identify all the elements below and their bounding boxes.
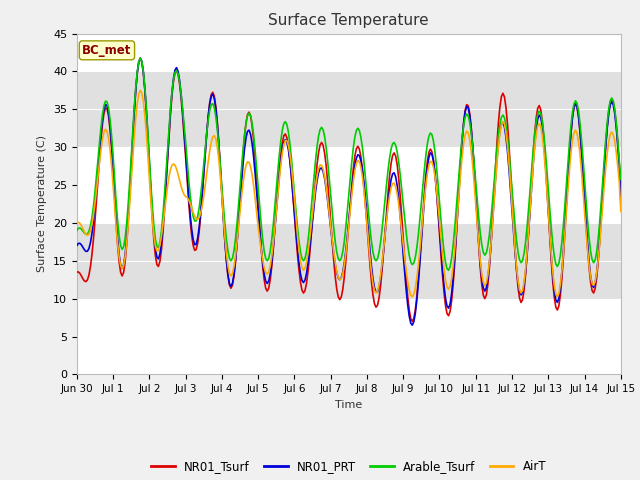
Bar [77, 223, 621, 299]
Bar [77, 34, 621, 72]
Y-axis label: Surface Temperature (C): Surface Temperature (C) [37, 135, 47, 273]
Bar [77, 299, 621, 374]
Bar [77, 147, 621, 223]
Legend: NR01_Tsurf, NR01_PRT, Arable_Tsurf, AirT: NR01_Tsurf, NR01_PRT, Arable_Tsurf, AirT [147, 455, 551, 478]
Title: Surface Temperature: Surface Temperature [269, 13, 429, 28]
X-axis label: Time: Time [335, 400, 362, 409]
Text: BC_met: BC_met [82, 44, 132, 57]
Bar [77, 72, 621, 147]
